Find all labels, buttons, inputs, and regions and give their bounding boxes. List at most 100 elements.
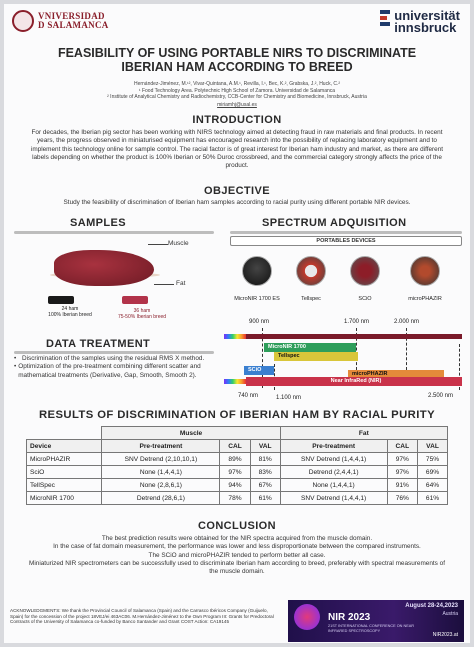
data-treatment-item: • Discrimination of the samples using the… [14,355,205,362]
table-cell: MicroPHAZIR [25,452,103,466]
col-cal-fat: CAL [386,439,419,453]
conference-url[interactable]: NIR2023.at [432,632,458,638]
device-scio: SCiO [340,256,390,302]
table-cell: None (1,4,4,1) [279,478,388,492]
conference-name: NIR 2023 [328,612,371,623]
samples-heading: SAMPLES [70,217,126,229]
affiliation-1: ¹ Food Technology Area. Polytechnic High… [138,87,336,94]
fat-label: Fat [176,280,186,287]
title-line2: IBERIAN HAM ACCORDING TO BREED [121,60,353,74]
device-micronir-label: MicroNIR 1700 ES [234,296,280,302]
micronir-icon [242,256,272,286]
table-cell: 76% [386,491,419,505]
table-cell: 97% [386,452,419,466]
spectrum-divider [230,231,462,234]
line-900 [262,328,263,388]
microphazir-icon [410,256,440,286]
bar-nir: Near InfraRed (NIR) [246,377,462,386]
col-cal-muscle: CAL [219,439,251,453]
line-2500 [459,344,460,390]
line-1700 [356,328,357,370]
contact-email[interactable]: miriamhj@usal.es [217,102,257,108]
results-heading: RESULTS OF DISCRIMINATION OF IBERIAN HAM… [38,409,436,421]
sample-1-breed: 100% Iberian breed [48,312,92,318]
uibk-mark-icon [380,10,391,28]
device-microphazir-label: microPHAZIR [408,296,442,302]
devices-box: PORTABLES DEVICES [230,236,462,246]
samples-divider [14,231,214,234]
visible-spectrum-bottom [224,379,246,384]
tick-2500: 2.500 nm [428,393,454,399]
data-treatment-item: • Optimization of the pre-treatment combi… [14,363,210,380]
muscle-label: Muscle [168,240,189,247]
introduction-heading: INTRODUCTION [192,114,282,126]
tick-900: 900 nm [249,319,270,325]
affiliation-2: ² Institute of Analytical Chemistry and … [107,94,367,100]
sample-1-label: 24 ham 100% Iberian breed [40,306,100,318]
table-cell: MicroNIR 1700 [25,491,103,505]
sample-2-count: 36 ham [133,308,151,314]
table-cell: Detrend (2,4,4,1) [279,465,388,479]
objective-text: Study the feasibility of discrimination … [63,199,411,206]
usal-logo-line1: VNIVERSIDAD [38,11,105,21]
data-treatment-bullet-2: Optimization of the pre-treatment combin… [18,363,201,379]
objective-heading: OBJECTIVE [204,185,270,197]
conference-place: Austria [442,611,458,617]
title-line1: FEASIBILITY OF USING PORTABLE NIRS TO DI… [57,46,417,60]
tick-1700: 1.700 nm [344,319,370,325]
authors: Hernández-Jiménez, M.¹², Vivar-Quintana,… [133,81,341,87]
uibk-logo: universität innsbruck [380,9,460,34]
table-cell: 89% [219,452,251,466]
results-group-row: Muscle Fat [26,426,449,440]
visible-spectrum-top [224,334,246,339]
line-2000 [406,328,407,370]
col-pretreatment-fat: Pre-treatment [279,439,388,453]
muscle-pointer [148,244,168,245]
data-treatment-heading: DATA TREATMENT [46,338,151,350]
usal-logo-line2: D SALAMANCA [38,20,109,30]
tick-2000: 2.000 nm [394,319,420,325]
table-cell: 83% [249,465,281,479]
poster: VNIVERSIDAD D SALAMANCA universität inns… [4,4,470,643]
device-micronir: MicroNIR 1700 ES [232,256,282,302]
col-val-fat: VAL [417,439,448,453]
table-cell: Detrend (28,6,1) [101,491,221,505]
table-cell: None (1,4,4,1) [101,465,221,479]
table-cell: SciO [25,465,103,479]
devices-label: PORTABLES DEVICES [316,238,376,244]
data-treatment-divider [14,351,214,354]
tick-1100: 1.100 nm [276,395,302,401]
conclusion-line-1: The best prediction results were obtaine… [101,535,373,542]
table-row: MicroPHAZIR SNV Detrend (2,10,10,1) 89% … [25,452,448,466]
conclusion-text: The best prediction results were obtaine… [24,535,450,576]
acknowledgments: ACKNOWLEDGMENTS: We thank the Provincial… [10,608,274,625]
conference-date: August 28-24,2023 [405,603,458,609]
device-scio-label: SCiO [358,296,372,302]
ham-muscle-shape [54,250,154,286]
col-pretreatment-muscle: Pre-treatment [101,439,221,453]
table-row: MicroNIR 1700 Detrend (28,6,1) 78% 61% S… [25,491,448,505]
table-cell: SNV Detrend (2,10,10,1) [101,452,221,466]
bar-tellspec: Tellspec [274,352,358,361]
table-cell: TellSpec [25,478,103,492]
table-cell: 97% [219,465,251,479]
table-cell: 64% [417,478,448,492]
tellspec-icon [296,256,326,286]
sample-1-swatch [48,296,74,304]
scio-icon [350,256,380,286]
table-cell: 61% [417,491,448,505]
conference-logo-icon [294,604,320,630]
col-val-muscle: VAL [249,439,281,453]
table-cell: 81% [249,452,281,466]
device-microphazir: microPHAZIR [400,256,450,302]
footer: ACKNOWLEDGMENTS: We thank the Provincial… [10,600,464,642]
bar-micronir: MicroNIR 1700 [264,343,356,352]
table-row: TellSpec None (2,8,6,1) 94% 67% None (1,… [25,478,448,492]
data-treatment-bullet-1: Discrimination of the samples using the … [22,355,205,362]
spectrum-heading: SPECTRUM ADQUISITION [262,217,407,229]
table-row: SciO None (1,4,4,1) 97% 83% Detrend (2,4… [25,465,448,479]
sample-2-breed: 75-50% Iberian breed [117,314,167,320]
group-fat: Fat [279,426,449,440]
nir-band-top [246,334,462,339]
conclusion-line-2: In the case of fat domain measurement, t… [53,543,421,551]
